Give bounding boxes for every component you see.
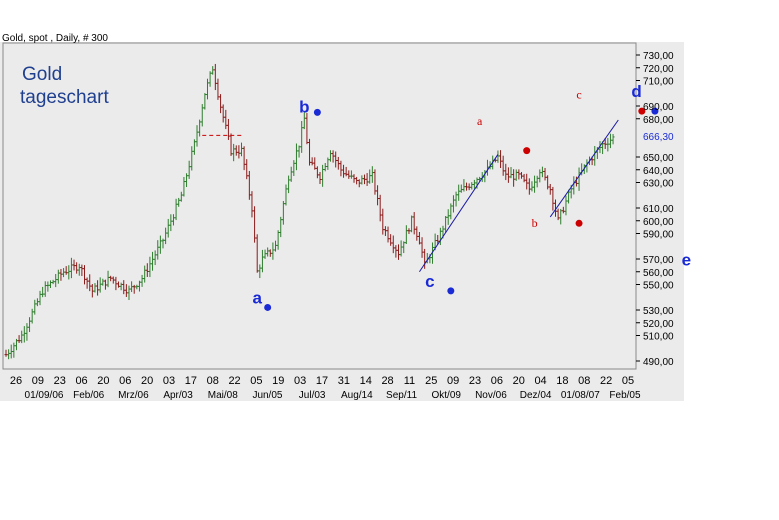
x-day-label: 31 [338,375,350,387]
chart-overlays: a b c d e a b c [202,82,691,311]
wave-marker-blue [313,108,321,116]
y-tick-label: 690,00 [643,102,674,113]
plot-area [2,42,637,370]
y-tick-label: 600,00 [643,217,674,228]
x-month-label: Nov/06 [475,390,507,401]
wave-label-blue: d [631,82,641,101]
current-price-label: 666,30 [643,132,674,143]
trendline [419,154,499,273]
chart-title-line1: Gold [22,64,63,85]
wave-marker-blue [447,287,455,295]
y-tick-label: 680,00 [643,115,674,126]
x-day-label: 22 [600,375,612,387]
x-day-label: 17 [316,375,328,387]
y-tick-label: 650,00 [643,153,674,164]
chart-title-line2: tageschart [20,87,109,108]
wave-marker-blue [264,303,272,311]
x-day-label: 05 [622,375,634,387]
y-tick-label: 590,00 [643,230,674,241]
x-day-label: 17 [185,375,197,387]
x-month-label: Aug/14 [341,390,373,401]
x-day-label: 23 [54,375,66,387]
y-tick-label: 720,00 [643,64,674,75]
y-tick-label: 710,00 [643,77,674,88]
y-axis: 490,00 510,00 520,00 530,00 550,00 560,00 570,… [636,51,674,368]
y-tick-label: 610,00 [643,204,674,215]
x-day-label: 09 [32,375,44,387]
x-axis: 26 09 23 06 20 06 20 03 17 08 22 05 19 03 17 31 14 28 11 25… [10,375,641,401]
y-tick-label: 530,00 [643,306,674,317]
trendline [549,119,619,218]
y-tick-label: 510,00 [643,332,674,343]
x-day-label: 22 [228,375,240,387]
x-day-label: 28 [381,375,393,387]
x-day-label: 08 [578,375,590,387]
wave-label-red: b [532,216,538,230]
ohlc-bar [611,134,615,145]
x-day-label: 03 [163,375,175,387]
wave-label-red: a [477,114,483,128]
x-month-label: 01/08/07 [561,390,600,401]
x-day-label: 06 [119,375,131,387]
x-day-label: 03 [294,375,306,387]
x-month-label: Jun/05 [252,390,282,401]
x-month-label: Feb/06 [73,390,105,401]
x-month-label: Apr/03 [163,390,193,401]
x-month-label: Mai/08 [208,390,238,401]
x-day-label: 09 [447,375,459,387]
x-day-label: 23 [469,375,481,387]
wave-marker-red [523,147,531,155]
wave-marker-red [575,219,583,227]
y-tick-label: 490,00 [643,357,674,368]
wave-label-blue: e [682,250,691,269]
x-day-label: 05 [250,375,262,387]
wave-label-blue: b [299,97,309,116]
y-tick-label: 550,00 [643,281,674,292]
y-tick-label: 520,00 [643,319,674,330]
x-day-label: 04 [534,375,546,387]
y-tick-label: 640,00 [643,166,674,177]
x-day-label: 25 [425,375,437,387]
wave-label-red: c [576,87,581,101]
wave-label-blue: c [425,272,434,291]
x-month-label: 01/09/06 [25,390,64,401]
x-day-label: 18 [556,375,568,387]
x-day-label: 20 [513,375,525,387]
x-month-label: Jul/03 [299,390,326,401]
y-tick-label: 630,00 [643,179,674,190]
x-day-label: 26 [10,375,22,387]
y-tick-label: 560,00 [643,268,674,279]
x-day-label: 11 [404,375,415,387]
x-day-label: 19 [272,375,284,387]
x-month-label: Okt/09 [431,390,461,401]
x-day-label: 20 [141,375,153,387]
price-bars [4,63,615,360]
x-day-label: 06 [491,375,503,387]
wave-label-blue: a [252,289,262,308]
y-tick-label: 570,00 [643,255,674,266]
chart-header: Gold, spot , Daily, # 300 [2,33,108,44]
x-day-label: 06 [75,375,87,387]
x-day-label: 14 [360,375,372,387]
x-day-label: 08 [207,375,219,387]
wave-marker-blue [651,107,659,115]
x-month-label: Mrz/06 [118,390,149,401]
y-tick-label: 730,00 [643,51,674,62]
x-month-label: Sep/11 [386,390,417,401]
wave-marker-red [638,107,646,115]
x-month-label: Dez/04 [520,390,552,401]
x-month-label: Feb/05 [609,390,641,401]
x-day-label: 20 [97,375,109,387]
